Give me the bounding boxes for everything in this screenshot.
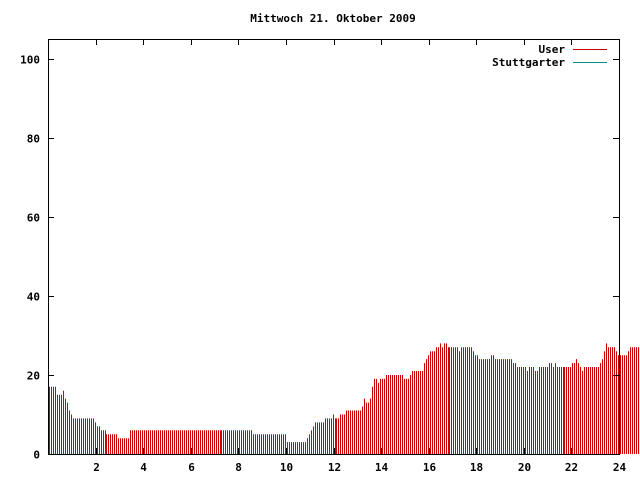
- chart-title: Mittwoch 21. Oktober 2009: [250, 12, 416, 25]
- y-tick-label: 80: [27, 133, 40, 146]
- y-tick-label: 40: [27, 291, 40, 304]
- y-tick-label: 60: [27, 212, 40, 225]
- x-tick-label: 22: [565, 461, 578, 474]
- x-tick-label: 4: [140, 461, 147, 474]
- x-tick-label: 10: [280, 461, 293, 474]
- x-tick-label: 2: [93, 461, 100, 474]
- legend-label: Stuttgarter: [492, 56, 565, 69]
- bar-layer: [49, 343, 639, 454]
- y-tick-label: 20: [27, 370, 40, 383]
- y-tick-label: 0: [33, 449, 40, 462]
- x-tick-label: 8: [235, 461, 242, 474]
- x-tick-label: 6: [188, 461, 195, 474]
- x-tick-label: 14: [375, 461, 389, 474]
- legend-label: User: [539, 43, 566, 56]
- x-tick-label: 20: [518, 461, 531, 474]
- x-tick-label: 24: [613, 461, 627, 474]
- y-tick-label: 100: [20, 54, 40, 67]
- x-tick-label: 12: [328, 461, 341, 474]
- x-tick-label: 16: [423, 461, 437, 474]
- x-tick-label: 18: [470, 461, 483, 474]
